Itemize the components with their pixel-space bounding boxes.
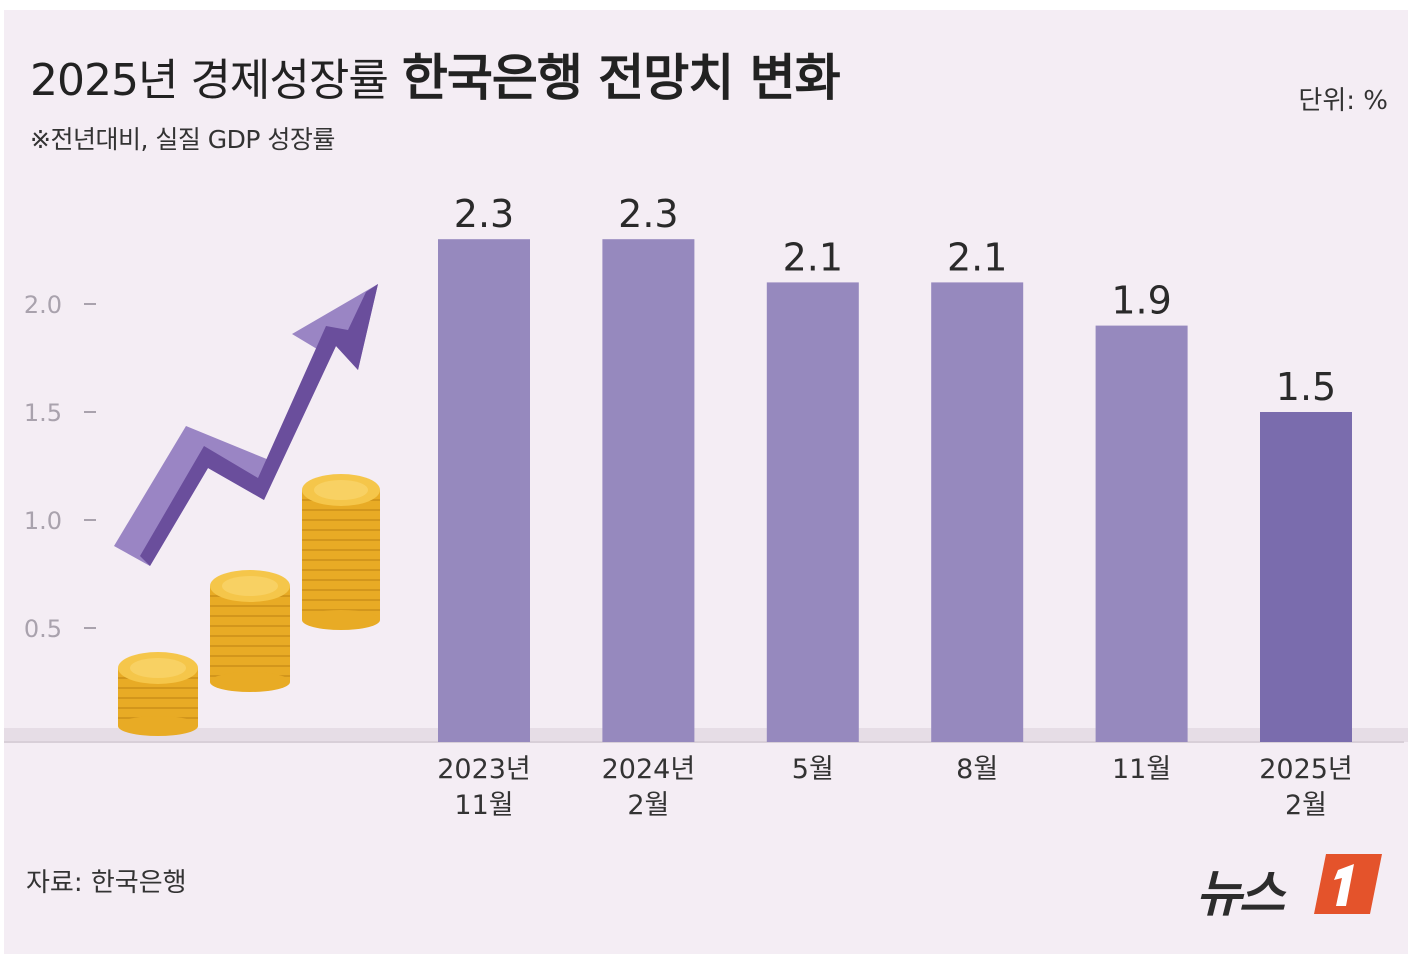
x-category-label: 11월 [454,790,513,821]
bar [766,282,859,742]
title-bold: 한국은행 전망치 변화 [401,49,841,107]
x-category-label: 2023년 [437,754,531,785]
y-tick-label: 1.0 [24,507,62,535]
subtitle: ※전년대비, 실질 GDP 성장률 [30,125,335,154]
x-category-label: 11월 [1112,754,1171,785]
news1-logo: 뉴스 [1196,850,1396,930]
unit-label: 단위: % [1298,86,1388,116]
bar-value-label: 2.3 [618,192,678,236]
bars: 2.3 2023년 11월 2.3 2024년 2월 2.1 5월 2.1 8월 1.9 11월 1.5… [437,192,1353,821]
source-note: 자료: 한국은행 [26,868,187,898]
baseline-shadow [4,728,1408,742]
rising-arrow-icon [114,284,378,566]
bar [438,239,530,742]
y-tick-label: 1.5 [24,399,62,427]
x-category-label: 5월 [792,754,834,785]
page-title: 2025년 경제성장률 한국은행 전망치 변화 [30,38,841,110]
bar-value-label: 2.3 [454,192,514,236]
bar-value-label: 1.5 [1276,365,1336,409]
x-category-label: 2월 [1285,790,1327,821]
y-tick-label: 0.5 [24,615,62,643]
coins-icon [118,474,380,736]
bar [1095,325,1188,742]
logo-badge-icon [1314,854,1382,914]
title-light: 2025년 경제성장률 [30,55,389,106]
bar-value-label: 2.1 [783,235,843,279]
logo-text: 뉴스 [1196,865,1285,923]
x-category-label: 2월 [627,790,669,821]
bar-value-label: 2.1 [947,235,1007,279]
y-axis: 0.5 1.0 1.5 2.0 [24,291,96,643]
x-category-label: 2025년 [1259,754,1353,785]
bar-value-label: 1.9 [1111,279,1171,323]
y-tick-label: 2.0 [24,291,62,319]
bar [1260,412,1352,742]
x-category-label: 2024년 [602,754,696,785]
bar [931,282,1024,742]
x-category-label: 8월 [956,754,998,785]
bar [602,239,695,742]
